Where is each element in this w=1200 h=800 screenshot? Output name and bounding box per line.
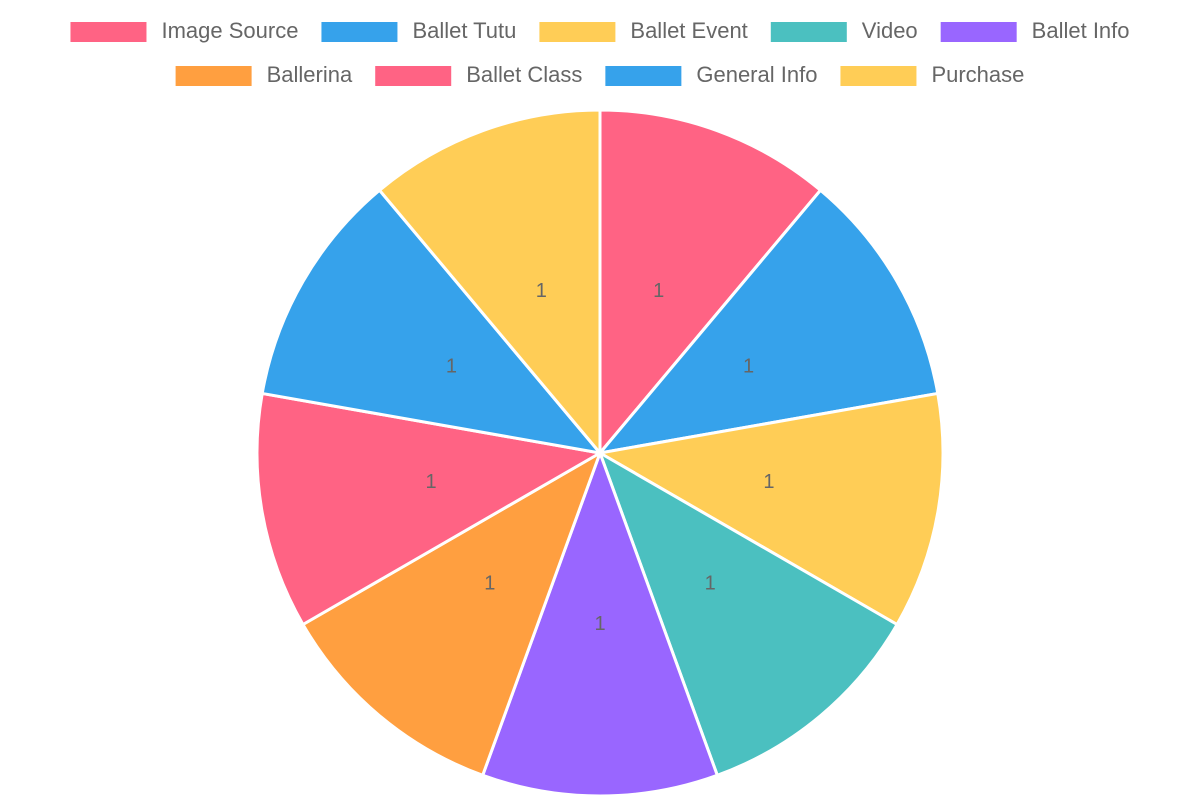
legend-item[interactable]: Ballerina bbox=[175, 62, 353, 87]
legend-swatch bbox=[375, 66, 452, 86]
pie-slice bbox=[377, 108, 602, 458]
legend-swatch bbox=[539, 22, 616, 42]
legend-item[interactable]: Purchase bbox=[840, 62, 1024, 87]
legend-item[interactable]: Ballet Class bbox=[375, 62, 582, 87]
data-label: 1 bbox=[653, 280, 664, 302]
legend-item[interactable]: Video bbox=[770, 18, 918, 43]
data-label: 1 bbox=[426, 471, 437, 493]
data-label: 1 bbox=[705, 573, 716, 595]
legend-swatch bbox=[840, 66, 917, 86]
legend-swatch bbox=[940, 22, 1017, 42]
legend-label: Ballet Event bbox=[630, 18, 747, 43]
legend-label: Purchase bbox=[931, 62, 1024, 87]
pie-slice bbox=[597, 449, 900, 778]
legend-label: General Info bbox=[696, 62, 817, 87]
legend-label: Video bbox=[862, 18, 918, 43]
legend-label: Ballet Class bbox=[466, 62, 582, 87]
legend-swatch bbox=[770, 22, 847, 42]
legend-item[interactable]: Ballet Tutu bbox=[321, 18, 516, 43]
pie-slice bbox=[480, 448, 720, 798]
pie-slice bbox=[260, 188, 604, 456]
legend-label: Image Source bbox=[161, 18, 298, 43]
legend-item[interactable]: Ballet Info bbox=[940, 18, 1130, 43]
pie-slice bbox=[255, 391, 605, 627]
legend-item[interactable]: Image Source bbox=[70, 18, 298, 43]
pie-slice bbox=[596, 188, 940, 456]
legend-swatch bbox=[70, 22, 147, 42]
legend-label: Ballerina bbox=[267, 62, 353, 87]
legend-swatch bbox=[175, 66, 252, 86]
legend-label: Ballet Tutu bbox=[412, 18, 516, 43]
legend-item[interactable]: General Info bbox=[605, 62, 817, 87]
legend-item[interactable]: Ballet Event bbox=[539, 18, 748, 43]
legend-swatch bbox=[605, 66, 682, 86]
data-label: 1 bbox=[763, 471, 774, 493]
data-label: 1 bbox=[536, 280, 547, 302]
data-label: 1 bbox=[594, 613, 605, 635]
pie-slice bbox=[595, 391, 945, 627]
data-label: 1 bbox=[446, 356, 457, 378]
data-label: 1 bbox=[484, 573, 495, 595]
pie-slice bbox=[300, 449, 603, 778]
legend-label: Ballet Info bbox=[1032, 18, 1130, 43]
pie-slice bbox=[598, 108, 823, 458]
legend-swatch bbox=[321, 22, 398, 42]
data-label: 1 bbox=[743, 356, 754, 378]
